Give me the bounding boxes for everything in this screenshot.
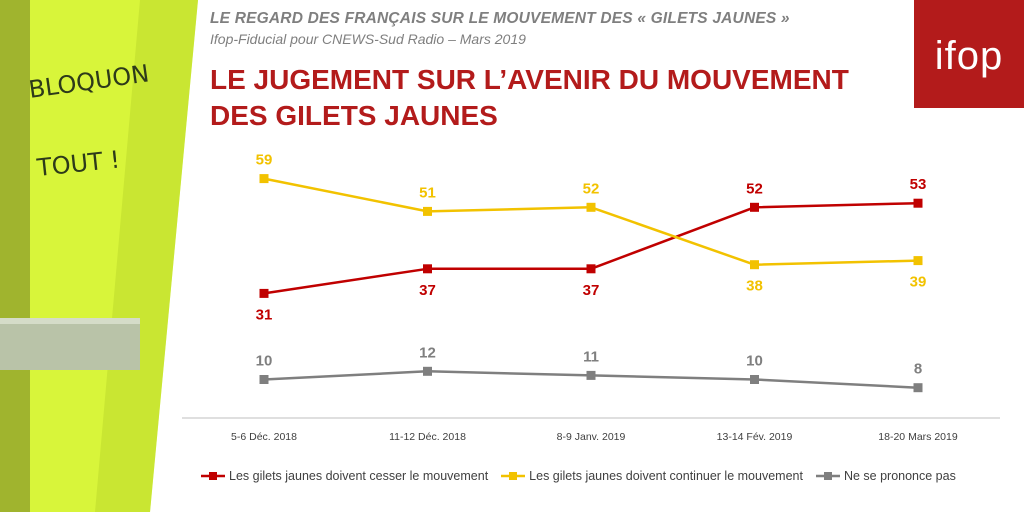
- x-tick-label: 5-6 Déc. 2018: [231, 431, 297, 443]
- data-point-nsp: [423, 366, 432, 376]
- data-point-continuer: [259, 174, 269, 184]
- report-kicker: LE REGARD DES FRANÇAIS SUR LE MOUVEMENT …: [210, 10, 790, 27]
- data-label-continuer: 39: [910, 274, 927, 291]
- data-label-continuer: 59: [256, 152, 273, 169]
- yellow-vest-photo: BLOQUON TOUT !: [0, 0, 198, 512]
- legend-item-cesser: Les gilets jaunes doivent cesser le mouv…: [200, 469, 488, 483]
- data-point-continuer: [913, 256, 923, 266]
- data-label-nsp: 8: [914, 361, 922, 378]
- data-point-cesser: [750, 202, 759, 212]
- series-line-cesser: [263, 201, 919, 295]
- data-point-continuer: [750, 260, 759, 270]
- legend-swatch: [201, 472, 225, 480]
- data-point-cesser: [423, 264, 432, 274]
- data-label-nsp: 10: [746, 353, 763, 370]
- legend-marker: [823, 472, 832, 480]
- data-point-cesser: [586, 264, 596, 274]
- data-label-cesser: 52: [746, 180, 763, 197]
- data-point-nsp: [750, 375, 759, 384]
- data-label-nsp: 10: [256, 353, 273, 370]
- data-point-continuer: [586, 202, 596, 212]
- chart-legend: Les gilets jaunes doivent cesser le mouv…: [200, 469, 1000, 483]
- x-tick-label: 13-14 Fév. 2019: [717, 431, 793, 443]
- data-label-continuer: 38: [746, 278, 763, 295]
- data-label-nsp: 11: [583, 348, 599, 365]
- x-tick-label: 18-20 Mars 2019: [878, 431, 958, 443]
- x-tick-label: 11-12 Déc. 2018: [389, 431, 466, 443]
- vest-dark-background: [0, 0, 30, 512]
- legend-label: Ne se prononce pas: [843, 469, 956, 483]
- page-title: LE JUGEMENT SUR L’AVENIR DU MOUVEMENT DE…: [210, 64, 849, 131]
- data-label-nsp: 12: [419, 344, 436, 361]
- reflective-stripe-edge: [0, 318, 140, 324]
- data-point-nsp: [913, 383, 923, 393]
- data-label-continuer: 51: [419, 184, 436, 201]
- data-point-cesser: [259, 288, 269, 298]
- ifop-logo: ifop: [914, 0, 1024, 108]
- data-point-cesser: [913, 198, 923, 208]
- data-label-cesser: 37: [419, 282, 436, 299]
- data-label-cesser: 53: [910, 176, 927, 193]
- legend-marker: [209, 472, 217, 480]
- report-subtitle: Ifop-Fiducial pour CNEWS-Sud Radio – Mar…: [210, 31, 526, 47]
- legend-swatch: [815, 472, 840, 480]
- data-label-cesser: 37: [583, 282, 600, 299]
- legend-item-continuer: Les gilets jaunes doivent continuer le m…: [500, 469, 803, 483]
- reflective-stripe: [0, 318, 140, 370]
- data-label-cesser: 31: [256, 306, 273, 323]
- data-point-nsp: [586, 370, 596, 380]
- legend-swatch: [501, 472, 526, 480]
- legend-marker: [509, 472, 518, 480]
- logo-text: ifop: [934, 34, 1004, 78]
- data-point-nsp: [259, 375, 269, 384]
- data-point-continuer: [423, 206, 432, 216]
- data-label-continuer: 52: [583, 180, 600, 197]
- x-tick-label: 8-9 Janv. 2019: [557, 431, 626, 443]
- legend-label: Les gilets jaunes doivent continuer le m…: [529, 469, 803, 483]
- vest-shade: [95, 0, 198, 512]
- legend-item-nsp: Ne se prononce pas: [815, 469, 956, 483]
- legend-label: Les gilets jaunes doivent cesser le mouv…: [229, 469, 489, 483]
